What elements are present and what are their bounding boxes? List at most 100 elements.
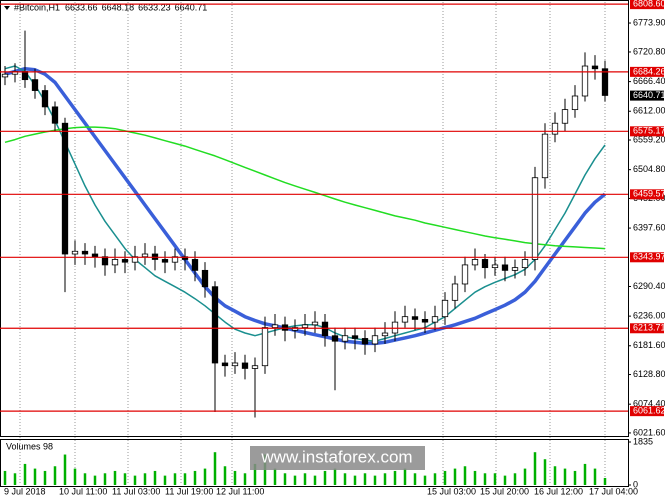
candle-body [491, 264, 499, 269]
candle-body [391, 321, 399, 334]
y-tick-label: 6290.40 [633, 281, 665, 291]
moving-average-line [4, 126, 606, 250]
candle-body [401, 316, 409, 323]
candle-body [521, 259, 529, 269]
candle-body [291, 327, 299, 331]
candle-body [341, 335, 349, 342]
candle-body [561, 109, 569, 124]
candle-body [301, 324, 309, 328]
candle-body [441, 299, 449, 318]
candle-body [121, 259, 129, 263]
candle-body [241, 362, 249, 369]
candle-body [201, 269, 209, 288]
y-tick-label: 6074.40 [633, 399, 665, 409]
x-tick-label: 9 Jul 2018 [4, 486, 46, 496]
y-tick-label: 6128.80 [633, 369, 665, 379]
level-label-box [630, 126, 664, 137]
candle-body [501, 264, 509, 271]
watermark-box [250, 446, 425, 470]
candle-body [81, 250, 89, 255]
candle-body [191, 259, 199, 271]
x-tick-label: 11 Jul 19:00 [165, 486, 213, 496]
candle-body [31, 79, 39, 91]
candle-body [461, 264, 469, 285]
y-tick-label: 6612.00 [633, 106, 665, 116]
candle-body [41, 90, 49, 108]
x-tick-label: 17 Jul 04:00 [589, 486, 638, 496]
candle-body [221, 362, 229, 367]
candle-body [141, 253, 149, 258]
candle-body [261, 327, 269, 367]
candle-body [51, 106, 59, 124]
level-label: 6459.57 [633, 189, 665, 199]
ohlc-value: 6633.66 [65, 2, 98, 12]
dropdown-icon [4, 6, 10, 10]
candle-body [311, 321, 319, 326]
level-label: 6343.97 [633, 252, 665, 262]
candle-body [251, 365, 259, 369]
level-label: 6575.17 [633, 126, 665, 136]
candle-body [271, 324, 279, 328]
candle-body [431, 316, 439, 323]
candle-body [1, 73, 9, 78]
candle-body [571, 95, 579, 111]
candle-body [331, 335, 339, 342]
candle-body [471, 259, 479, 266]
y-tick-label: 6021.60 [633, 427, 665, 437]
candle-body [111, 259, 119, 266]
level-label-box [630, 189, 664, 200]
candle-body [591, 65, 599, 70]
candle-body [511, 267, 519, 271]
candle-body [231, 362, 239, 367]
level-label-box [630, 323, 664, 334]
candle-body [381, 332, 389, 337]
volume-tick-label: 0 [633, 479, 638, 489]
candle-body [351, 335, 359, 339]
candle-body [451, 283, 459, 301]
level-label: 6808.60 [633, 0, 665, 9]
candle-body [321, 321, 329, 337]
candle-body [601, 68, 609, 96]
candle-body [481, 259, 489, 269]
y-tick-label: 6773.90 [633, 17, 665, 27]
level-label-box [630, 66, 664, 77]
ohlc-value: 6640.71 [175, 2, 208, 12]
candle-body [551, 122, 559, 135]
y-tick-label: 6559.20 [633, 134, 665, 144]
candle-body [531, 177, 539, 260]
x-tick-label: 16 Jul 12:00 [534, 486, 583, 496]
price-label: 6640.71 [633, 90, 665, 100]
price-label-box [630, 90, 664, 101]
candle-body [541, 133, 549, 179]
candle-body [211, 286, 219, 364]
symbol-label: #Bitcoin,H1 [14, 2, 60, 12]
candle-body [411, 316, 419, 320]
candle-body [161, 259, 169, 263]
volume-tick-label: 1835 [633, 436, 653, 446]
y-tick-label: 6236.00 [633, 311, 665, 321]
candle-body [421, 318, 429, 323]
x-tick-label: 11 Jul 03:00 [112, 486, 160, 496]
price-frame [0, 0, 629, 437]
level-label-box [630, 406, 664, 417]
y-tick-label: 6666.40 [633, 76, 665, 86]
candle-body [361, 338, 369, 345]
level-label: 6213.71 [633, 323, 665, 333]
ohlc-value: 6633.23 [138, 2, 171, 12]
candle-body [21, 71, 29, 81]
x-tick-label: 10 Jul 11:00 [59, 486, 107, 496]
x-tick-label: 15 Jul 03:00 [427, 486, 476, 496]
level-label-box [630, 252, 664, 263]
volume-title: Volumes 98 [6, 441, 53, 451]
y-tick-label: 6720.80 [633, 46, 665, 56]
level-label: 6061.62 [633, 406, 665, 416]
candle-body [371, 335, 379, 345]
y-tick-label: 6504.80 [633, 164, 665, 174]
x-tick-label: 15 Jul 20:00 [480, 486, 529, 496]
candle-body [71, 250, 79, 255]
y-tick-label: 6181.60 [633, 340, 665, 350]
y-tick-label: 6397.60 [633, 222, 665, 232]
x-tick-label: 12 Jul 11:00 [216, 486, 264, 496]
candle-body [61, 122, 69, 255]
